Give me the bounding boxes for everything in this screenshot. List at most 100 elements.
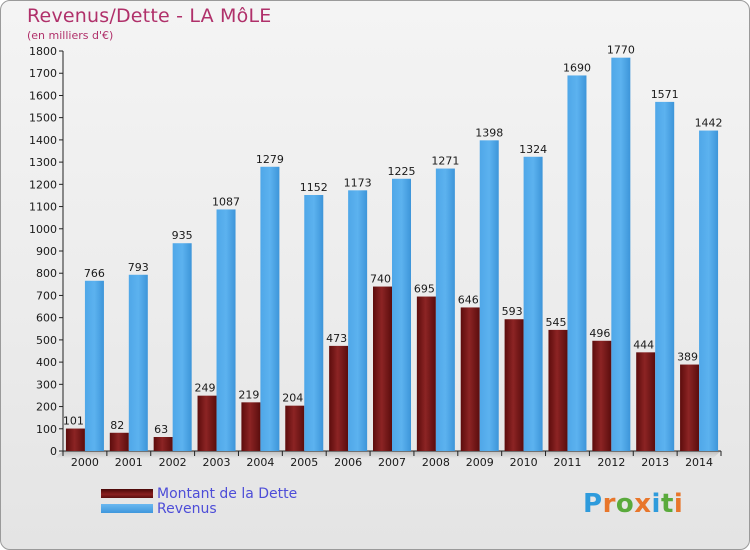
data-label-revenus: 793 — [128, 261, 149, 274]
y-tick-label: 1800 — [29, 45, 57, 58]
bar-revenus — [567, 75, 587, 451]
data-label-dette: 545 — [545, 316, 566, 329]
bar-revenus — [479, 140, 499, 452]
x-tick-label: 2000 — [71, 456, 99, 469]
logo-letter: x — [634, 489, 652, 519]
bar-revenus — [392, 178, 411, 451]
bar-dette — [241, 402, 261, 451]
data-label-revenus: 1225 — [388, 165, 416, 178]
data-label-revenus: 1271 — [431, 155, 459, 168]
bar-dette — [680, 364, 700, 451]
bar-revenus — [84, 280, 104, 451]
bar-revenus — [348, 190, 368, 452]
logo-letter: i — [651, 489, 661, 519]
data-label-dette: 249 — [195, 382, 216, 395]
x-tick-label: 2011 — [553, 456, 581, 469]
bar-revenus — [611, 57, 631, 452]
y-tick-label: 1500 — [29, 112, 57, 125]
data-label-dette: 389 — [677, 351, 698, 364]
y-tick-label: 0 — [50, 445, 57, 458]
y-tick-label: 700 — [36, 289, 57, 302]
y-tick-label: 1000 — [29, 223, 57, 236]
y-tick-label: 900 — [36, 245, 57, 258]
data-label-dette: 219 — [238, 388, 259, 401]
data-label-dette: 473 — [326, 332, 347, 345]
bar-dette — [109, 432, 129, 451]
logo-letter: P — [583, 489, 603, 519]
bar-dette — [460, 307, 480, 451]
y-tick-label: 1200 — [29, 178, 57, 191]
x-tick-label: 2009 — [466, 456, 494, 469]
data-label-revenus: 935 — [172, 229, 193, 242]
legend-swatch-revenus — [101, 504, 153, 513]
y-tick-label: 400 — [36, 356, 57, 369]
logo-letter: i — [673, 489, 684, 519]
bar-dette — [636, 352, 656, 451]
logo-letter: t — [660, 489, 674, 519]
legend-label-revenus: Revenus — [157, 501, 217, 517]
bar-revenus — [260, 166, 280, 451]
bar-dette — [65, 428, 85, 451]
y-tick-label: 1600 — [29, 89, 57, 102]
bar-revenus — [304, 195, 324, 451]
y-tick-label: 800 — [36, 267, 57, 280]
y-tick-label: 500 — [36, 334, 57, 347]
bar-revenus — [699, 130, 719, 452]
bar-revenus — [655, 101, 675, 451]
x-tick-label: 2003 — [203, 456, 231, 469]
data-label-revenus: 1770 — [607, 44, 635, 57]
data-label-revenus: 1152 — [300, 181, 328, 194]
proxiti-logo: Proxiti — [583, 489, 683, 519]
data-label-dette: 695 — [414, 283, 435, 296]
data-label-revenus: 1173 — [344, 176, 372, 189]
y-tick-label: 1700 — [29, 67, 57, 80]
bar-dette — [592, 340, 612, 451]
x-tick-label: 2004 — [246, 456, 274, 469]
data-label-revenus: 1087 — [212, 195, 240, 208]
chart-floor — [55, 451, 721, 458]
bar-revenus — [523, 156, 543, 451]
chart-subtitle: (en milliers d'€) — [27, 29, 114, 42]
y-tick-label: 600 — [36, 312, 57, 325]
chart-title: Revenus/Dette - LA MôLE — [27, 5, 272, 27]
bar-revenus — [128, 274, 148, 451]
x-tick-label: 2002 — [159, 456, 187, 469]
bar-revenus — [172, 243, 192, 451]
bar-revenus — [216, 209, 236, 451]
x-tick-label: 2006 — [334, 456, 362, 469]
data-label-dette: 444 — [633, 338, 654, 351]
bar-dette — [329, 345, 349, 451]
data-label-revenus: 766 — [84, 267, 105, 280]
data-label-revenus: 1690 — [563, 61, 591, 74]
x-tick-label: 2007 — [378, 456, 406, 469]
data-label-dette: 646 — [458, 293, 479, 306]
y-tick-label: 1100 — [29, 201, 57, 214]
y-tick-label: 100 — [36, 423, 57, 436]
data-label-dette: 63 — [154, 423, 168, 436]
x-tick-label: 2008 — [422, 456, 450, 469]
bar-dette — [373, 286, 392, 451]
data-label-revenus: 1571 — [651, 88, 679, 101]
data-label-dette: 82 — [110, 419, 124, 432]
bar-revenus — [435, 168, 455, 452]
data-label-dette: 101 — [63, 415, 84, 428]
x-tick-label: 2001 — [115, 456, 143, 469]
data-label-dette: 740 — [370, 273, 391, 286]
bar-dette — [548, 329, 568, 451]
bar-dette — [153, 437, 173, 451]
y-tick-label: 1400 — [29, 134, 57, 147]
data-label-revenus: 1442 — [695, 117, 723, 130]
data-label-revenus: 1324 — [519, 143, 547, 156]
data-label-dette: 593 — [502, 305, 523, 318]
legend-label-dette: Montant de la Dette — [157, 486, 298, 502]
y-tick-label: 1300 — [29, 156, 57, 169]
x-tick-label: 2005 — [290, 456, 318, 469]
bar-dette — [416, 296, 436, 451]
x-tick-label: 2012 — [597, 456, 625, 469]
x-tick-label: 2013 — [641, 456, 669, 469]
x-tick-label: 2014 — [685, 456, 713, 469]
data-label-dette: 496 — [589, 327, 610, 340]
bar-dette — [197, 395, 217, 451]
